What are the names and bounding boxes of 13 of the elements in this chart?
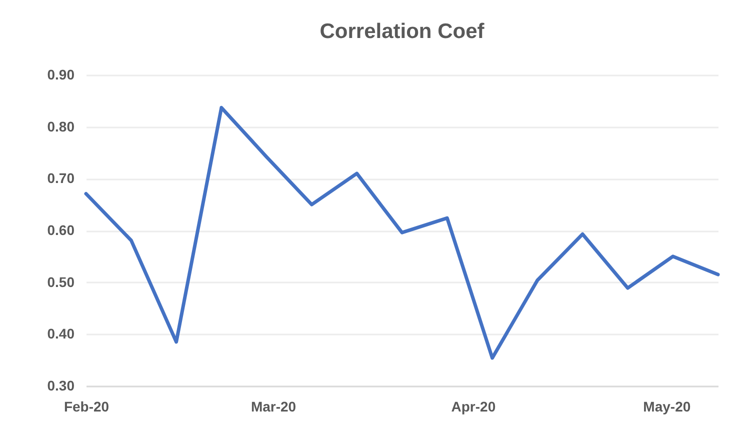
y-tick-label: 0.90 [47, 66, 75, 82]
chart-title: Correlation Coef [320, 20, 486, 43]
x-tick-label: May-20 [643, 398, 691, 414]
line-series [84, 106, 720, 360]
y-tick-label: 0.70 [47, 170, 75, 186]
x-tick-label: Apr-20 [451, 398, 496, 414]
y-tick-label: 0.80 [47, 118, 75, 134]
y-tick-label: 0.60 [47, 222, 75, 238]
y-tick-label: 0.50 [47, 274, 75, 290]
x-tick-label: Mar-20 [250, 398, 296, 414]
x-tick-label: Feb-20 [64, 398, 110, 414]
y-tick-label: 0.30 [47, 378, 75, 394]
y-tick-label: 0.40 [47, 326, 75, 342]
